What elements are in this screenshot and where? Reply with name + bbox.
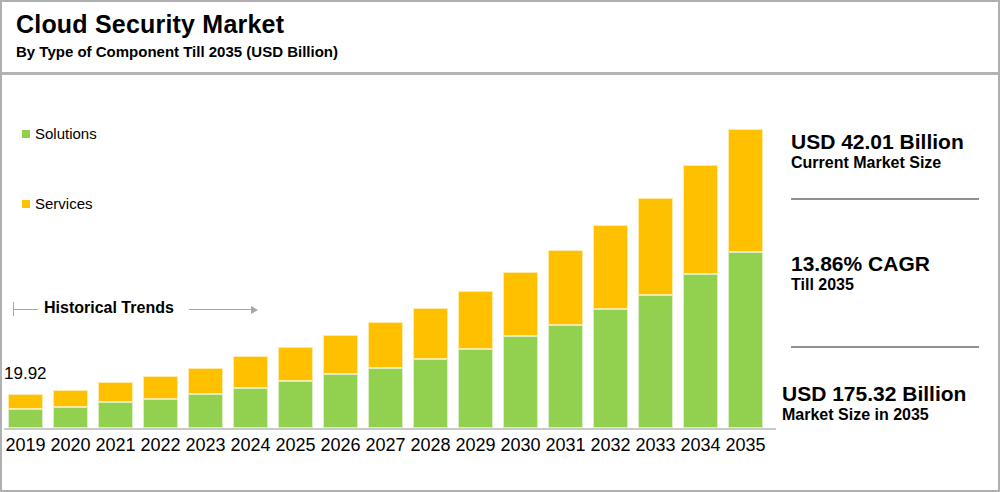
- bar-column-2021: 2021: [98, 115, 133, 428]
- year-label-2034: 2034: [678, 435, 723, 456]
- bar-segment-solutions-2035: [728, 252, 763, 428]
- year-label-2020: 2020: [48, 435, 93, 456]
- chart-title: Cloud Security Market: [16, 10, 284, 39]
- bar-segment-solutions-2020: [53, 407, 88, 428]
- bar-segment-services-2035: [728, 129, 763, 252]
- year-label-2026: 2026: [318, 435, 363, 456]
- year-label-2025: 2025: [273, 435, 318, 456]
- bar-segment-solutions-2024: [233, 388, 268, 428]
- bar-segment-solutions-2022: [143, 399, 178, 428]
- year-label-2030: 2030: [498, 435, 543, 456]
- bar-column-2024: 2024: [233, 115, 268, 428]
- bar-segment-solutions-2026: [323, 374, 358, 428]
- year-label-2035: 2035: [723, 435, 768, 456]
- bar-segment-services-2029: [458, 291, 493, 349]
- year-label-2023: 2023: [183, 435, 228, 456]
- bar-segment-services-2034: [683, 165, 718, 274]
- bar-segment-solutions-2032: [593, 309, 628, 428]
- stat-current-market-size: USD 42.01 Billion Current Market Size: [791, 130, 964, 172]
- bar-segment-solutions-2023: [188, 394, 223, 428]
- bar-column-2034: 2034: [683, 115, 718, 428]
- year-label-2022: 2022: [138, 435, 183, 456]
- year-label-2024: 2024: [228, 435, 273, 456]
- stats-divider: [791, 198, 979, 200]
- bar-segment-solutions-2025: [278, 381, 313, 428]
- bar-segment-solutions-2029: [458, 349, 493, 428]
- bar-column-2030: 2030: [503, 115, 538, 428]
- bar-segment-services-2026: [323, 335, 358, 374]
- bar-column-2033: 2033: [638, 115, 673, 428]
- x-axis-line: [4, 428, 776, 430]
- bar-chart: 2019 2020 2021 2022 2023 2024 2025 2026 2027 2028…: [8, 115, 768, 428]
- chart-subtitle: By Type of Component Till 2035 (USD Bill…: [16, 43, 338, 60]
- stat-subline: Current Market Size: [791, 154, 964, 172]
- bar-segment-services-2025: [278, 347, 313, 381]
- bar-segment-services-2019: [8, 394, 43, 409]
- bar-segment-services-2030: [503, 272, 538, 336]
- stats-divider: [791, 346, 979, 348]
- bar-column-2025: 2025: [278, 115, 313, 428]
- bar-column-2035: 2035: [728, 115, 763, 428]
- bar-segment-services-2031: [548, 250, 583, 325]
- stat-cagr: 13.86% CAGR Till 2035: [791, 252, 930, 294]
- bar-segment-solutions-2027: [368, 368, 403, 428]
- year-label-2027: 2027: [363, 435, 408, 456]
- bar-segment-solutions-2019: [8, 409, 43, 428]
- bar-column-2031: 2031: [548, 115, 583, 428]
- stat-market-size-2035: USD 175.32 Billion Market Size in 2035: [782, 382, 966, 424]
- bar-segment-services-2023: [188, 368, 223, 395]
- bar-segment-services-2021: [98, 382, 133, 402]
- bar-segment-solutions-2034: [683, 274, 718, 428]
- stat-subline: Till 2035: [791, 276, 930, 294]
- year-label-2029: 2029: [453, 435, 498, 456]
- chart-frame: Cloud Security Market By Type of Compone…: [0, 0, 1000, 492]
- stat-subline: Market Size in 2035: [782, 406, 966, 424]
- bar-column-2028: 2028: [413, 115, 448, 428]
- year-label-2033: 2033: [633, 435, 678, 456]
- bar-segment-solutions-2031: [548, 325, 583, 428]
- bar-segment-solutions-2028: [413, 359, 448, 428]
- bar-segment-services-2022: [143, 376, 178, 399]
- bar-segment-services-2020: [53, 390, 88, 407]
- bar-column-2029: 2029: [458, 115, 493, 428]
- year-label-2028: 2028: [408, 435, 453, 456]
- bar-column-2023: 2023: [188, 115, 223, 428]
- bar-column-2027: 2027: [368, 115, 403, 428]
- bar-segment-services-2024: [233, 356, 268, 388]
- header-divider: [2, 72, 998, 75]
- bar-segment-services-2032: [593, 225, 628, 309]
- stat-headline: USD 42.01 Billion: [791, 130, 964, 154]
- bar-segment-solutions-2021: [98, 402, 133, 428]
- bar-segment-solutions-2033: [638, 295, 673, 428]
- year-label-2019: 2019: [3, 435, 48, 456]
- year-label-2021: 2021: [93, 435, 138, 456]
- year-label-2031: 2031: [543, 435, 588, 456]
- bar-column-2020: 2020: [53, 115, 88, 428]
- bar-segment-solutions-2030: [503, 336, 538, 428]
- bar-column-2022: 2022: [143, 115, 178, 428]
- bar-segment-services-2027: [368, 322, 403, 368]
- bar-segment-services-2033: [638, 198, 673, 295]
- bar-segment-services-2028: [413, 308, 448, 360]
- bar-column-2019: 2019: [8, 115, 43, 428]
- bar-column-2026: 2026: [323, 115, 358, 428]
- stat-headline: 13.86% CAGR: [791, 252, 930, 276]
- bar-column-2032: 2032: [593, 115, 628, 428]
- year-label-2032: 2032: [588, 435, 633, 456]
- stat-headline: USD 175.32 Billion: [782, 382, 966, 406]
